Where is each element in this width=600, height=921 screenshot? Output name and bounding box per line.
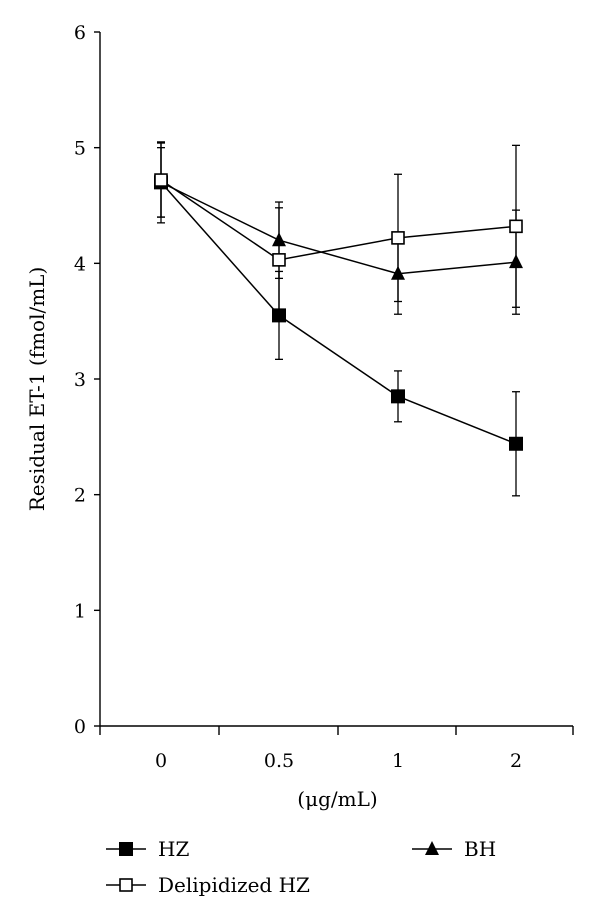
y-axis-ticks: 0 1 2 3 4 5 6 bbox=[74, 22, 100, 738]
legend-label: Delipidized HZ bbox=[158, 873, 310, 897]
series-line bbox=[160, 179, 517, 261]
data-point bbox=[509, 219, 523, 234]
series-line bbox=[160, 181, 517, 445]
y-tick-label: 3 bbox=[74, 369, 86, 391]
x-tick-label: 1 bbox=[392, 750, 404, 772]
x-tick-label: 0.5 bbox=[264, 750, 294, 772]
data-point bbox=[391, 389, 405, 404]
legend-marker bbox=[119, 842, 133, 856]
y-tick-label: 6 bbox=[74, 22, 86, 44]
legend: HZ Delipidized HZ BH bbox=[106, 837, 496, 897]
data-point bbox=[154, 173, 168, 187]
legend-item-hz: HZ bbox=[106, 837, 189, 861]
legend-marker bbox=[119, 878, 133, 892]
series-layer bbox=[154, 141, 523, 497]
x-tick-label: 2 bbox=[510, 750, 522, 772]
axes bbox=[99, 32, 573, 727]
series-hz bbox=[154, 141, 523, 497]
x-tick-label: 0 bbox=[155, 750, 167, 772]
y-tick-label: 5 bbox=[74, 138, 86, 160]
y-tick-label: 1 bbox=[74, 600, 86, 622]
series-line bbox=[160, 181, 517, 275]
y-axis-title: Residual ET-1 (fmol/mL) bbox=[25, 267, 49, 512]
legend-label: HZ bbox=[158, 837, 189, 861]
series-delipidized-hz bbox=[154, 142, 523, 313]
legend-label: BH bbox=[464, 837, 496, 861]
legend-item-bh: BH bbox=[412, 837, 496, 861]
y-tick-label: 2 bbox=[74, 485, 86, 507]
data-point bbox=[391, 231, 405, 245]
legend-item-delipidized-hz: Delipidized HZ bbox=[106, 873, 310, 897]
x-axis-title: (μg/mL) bbox=[297, 787, 377, 811]
data-point bbox=[272, 253, 286, 267]
x-axis-ticks: 0 0.5 1 2 bbox=[99, 726, 574, 772]
y-tick-label: 0 bbox=[74, 716, 86, 738]
data-point bbox=[509, 436, 523, 451]
y-tick-label: 4 bbox=[74, 253, 86, 275]
legend-marker bbox=[425, 841, 439, 855]
